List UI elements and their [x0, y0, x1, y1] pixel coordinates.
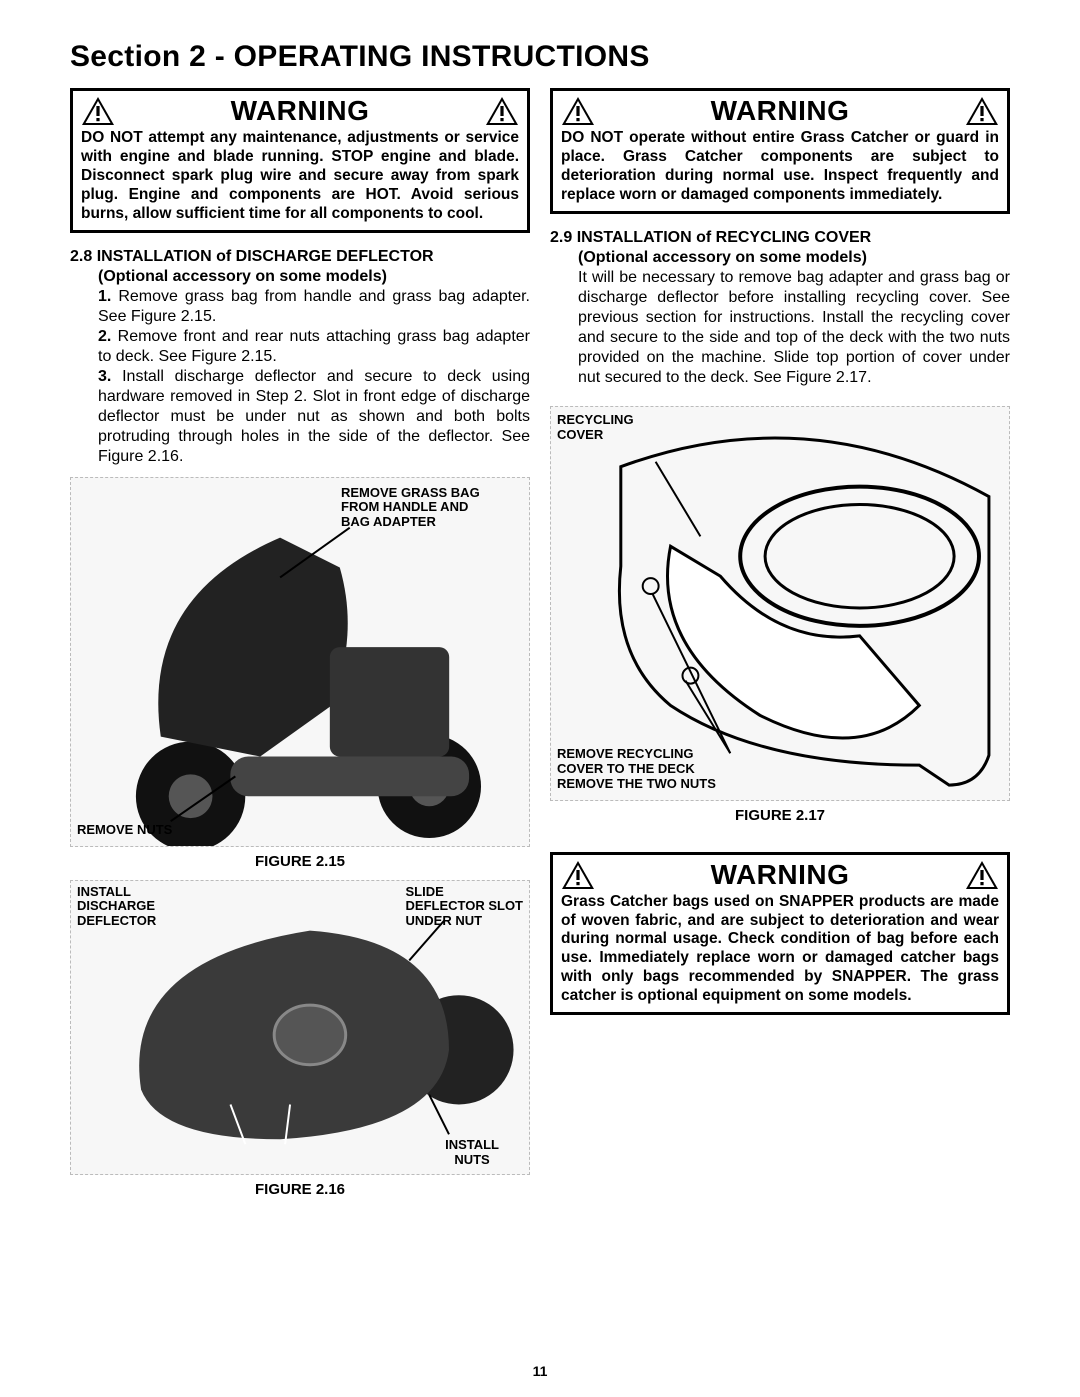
warning-icon — [965, 860, 999, 890]
step-text: Install discharge deflector and secure t… — [98, 368, 530, 465]
figure-callout: REMOVE NUTS — [77, 823, 172, 838]
figure-caption: FIGURE 2.16 — [70, 1181, 530, 1198]
warning-icon — [561, 860, 595, 890]
warning-label: WARNING — [711, 859, 850, 891]
mower-illustration — [71, 478, 529, 846]
warning-text-3: Grass Catcher bags used on SNAPPER produ… — [561, 893, 999, 1006]
warning-header: WARNING — [561, 859, 999, 891]
step-number: 2. — [98, 328, 111, 345]
warning-header: WARNING — [81, 95, 519, 127]
step-number: 1. — [98, 288, 111, 305]
section-2-8-steps: 1. Remove grass bag from handle and gras… — [98, 287, 530, 467]
heading-subtitle: (Optional accessory on some models) — [98, 267, 530, 287]
warning-text-1: DO NOT attempt any maintenance, adjustme… — [81, 129, 519, 224]
section-2-9-heading: 2.9 INSTALLATION of RECYCLING COVER (Opt… — [550, 228, 1010, 268]
figure-callout: INSTALL NUTS — [445, 1138, 499, 1168]
warning-icon — [965, 96, 999, 126]
figure-2-17: RECYCLING COVER REMOVE RECYCLING COVER T… — [550, 406, 1010, 824]
page-number: 11 — [0, 1363, 1080, 1379]
figure-2-16: INSTALL DISCHARGE DEFLECTOR SLIDE DEFLEC… — [70, 880, 530, 1198]
figure-image-placeholder: RECYCLING COVER REMOVE RECYCLING COVER T… — [550, 406, 1010, 801]
figure-2-15: REMOVE GRASS BAG FROM HANDLE AND BAG ADA… — [70, 477, 530, 870]
figure-image-placeholder: REMOVE GRASS BAG FROM HANDLE AND BAG ADA… — [70, 477, 530, 847]
heading-number: 2.8 — [70, 248, 92, 265]
step-text: Remove front and rear nuts attaching gra… — [98, 328, 530, 365]
figure-caption: FIGURE 2.17 — [550, 807, 1010, 824]
recycling-cover-illustration — [551, 407, 1009, 800]
figure-callout: REMOVE GRASS BAG FROM HANDLE AND BAG ADA… — [341, 486, 480, 531]
section-title: Section 2 - OPERATING INSTRUCTIONS — [70, 40, 1010, 74]
section-2-9-body: It will be necessary to remove bag adapt… — [578, 268, 1010, 388]
warning-text-2: DO NOT operate without entire Grass Catc… — [561, 129, 999, 205]
heading-title: INSTALLATION of RECYCLING COVER — [577, 229, 872, 246]
warning-icon — [485, 96, 519, 126]
right-column: WARNING DO NOT operate without entire Gr… — [550, 88, 1010, 1198]
warning-label: WARNING — [711, 95, 850, 127]
step-number: 3. — [98, 368, 111, 385]
heading-subtitle: (Optional accessory on some models) — [578, 248, 1010, 268]
figure-callout: REMOVE RECYCLING COVER TO THE DECK REMOV… — [557, 747, 716, 792]
warning-box-3: WARNING Grass Catcher bags used on SNAPP… — [550, 852, 1010, 1015]
warning-box-2: WARNING DO NOT operate without entire Gr… — [550, 88, 1010, 214]
step-text: Remove grass bag from handle and grass b… — [98, 288, 530, 325]
two-column-layout: WARNING DO NOT attempt any maintenance, … — [70, 88, 1010, 1198]
figure-caption: FIGURE 2.15 — [70, 853, 530, 870]
heading-number: 2.9 — [550, 229, 572, 246]
left-column: WARNING DO NOT attempt any maintenance, … — [70, 88, 530, 1198]
figure-image-placeholder: INSTALL DISCHARGE DEFLECTOR SLIDE DEFLEC… — [70, 880, 530, 1175]
figure-callout: RECYCLING COVER — [557, 413, 634, 443]
warning-icon — [81, 96, 115, 126]
warning-icon — [561, 96, 595, 126]
figure-callout: INSTALL DISCHARGE DEFLECTOR — [77, 885, 156, 930]
page: Section 2 - OPERATING INSTRUCTIONS WARNI… — [0, 0, 1080, 1228]
section-2-8-heading: 2.8 INSTALLATION of DISCHARGE DEFLECTOR … — [70, 247, 530, 287]
warning-box-1: WARNING DO NOT attempt any maintenance, … — [70, 88, 530, 233]
heading-title: INSTALLATION of DISCHARGE DEFLECTOR — [97, 248, 434, 265]
warning-header: WARNING — [561, 95, 999, 127]
figure-callout: SLIDE DEFLECTOR SLOT UNDER NUT — [406, 885, 523, 930]
warning-label: WARNING — [231, 95, 370, 127]
